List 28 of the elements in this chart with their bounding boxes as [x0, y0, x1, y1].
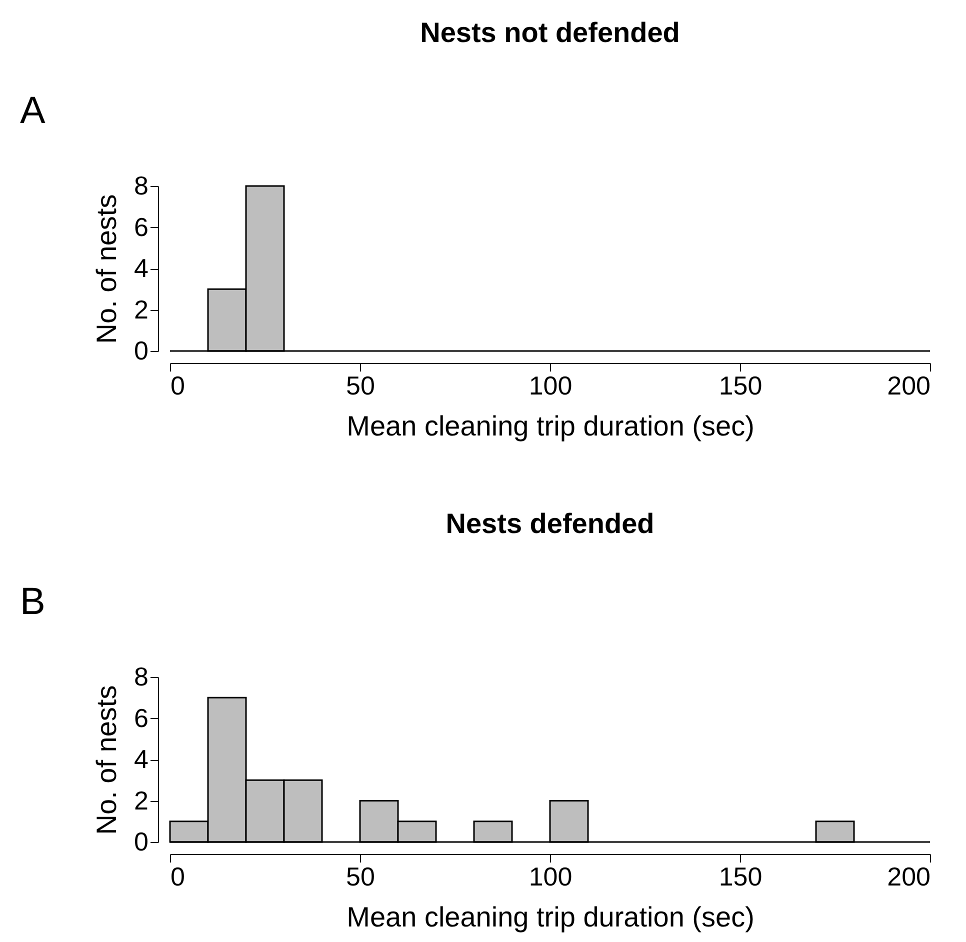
- text: A: [20, 90, 46, 132]
- chart-title: Nests not defended: [420, 17, 680, 48]
- y-tick-label: 2: [134, 294, 148, 324]
- y-tick-label: 4: [134, 744, 148, 774]
- y-tick-label: 4: [134, 253, 148, 283]
- x-tick-label: 0: [170, 862, 185, 892]
- y-axis-title: No. of nests: [91, 194, 122, 344]
- x-tick-label: 50: [346, 370, 375, 400]
- text: B: [20, 581, 46, 623]
- y-tick-label: 6: [134, 212, 148, 242]
- x-tick-label: 0: [170, 370, 185, 400]
- x-tick-label: 150: [718, 370, 762, 400]
- y-tick-label: 0: [134, 336, 148, 366]
- x-tick-label: 200: [887, 370, 930, 400]
- y-tick-label: 2: [134, 785, 148, 816]
- x-tick-label: 100: [528, 370, 572, 400]
- y-axis-title: No. of nests: [91, 685, 122, 835]
- y-tick-label: 8: [134, 170, 148, 200]
- x-axis-title: Mean cleaning trip duration (sec): [346, 410, 754, 442]
- y-tick-label: 0: [134, 826, 148, 856]
- x-axis-title: Mean cleaning trip duration (sec): [346, 902, 754, 932]
- chart-title: Nests defended: [446, 508, 654, 539]
- x-tick-label: 200: [887, 862, 930, 892]
- y-tick-label: 6: [134, 702, 148, 733]
- y-tick-label: 8: [134, 662, 148, 692]
- x-tick-label: 150: [718, 862, 762, 892]
- x-tick-label: 50: [346, 862, 375, 892]
- x-tick-label: 100: [528, 862, 572, 892]
